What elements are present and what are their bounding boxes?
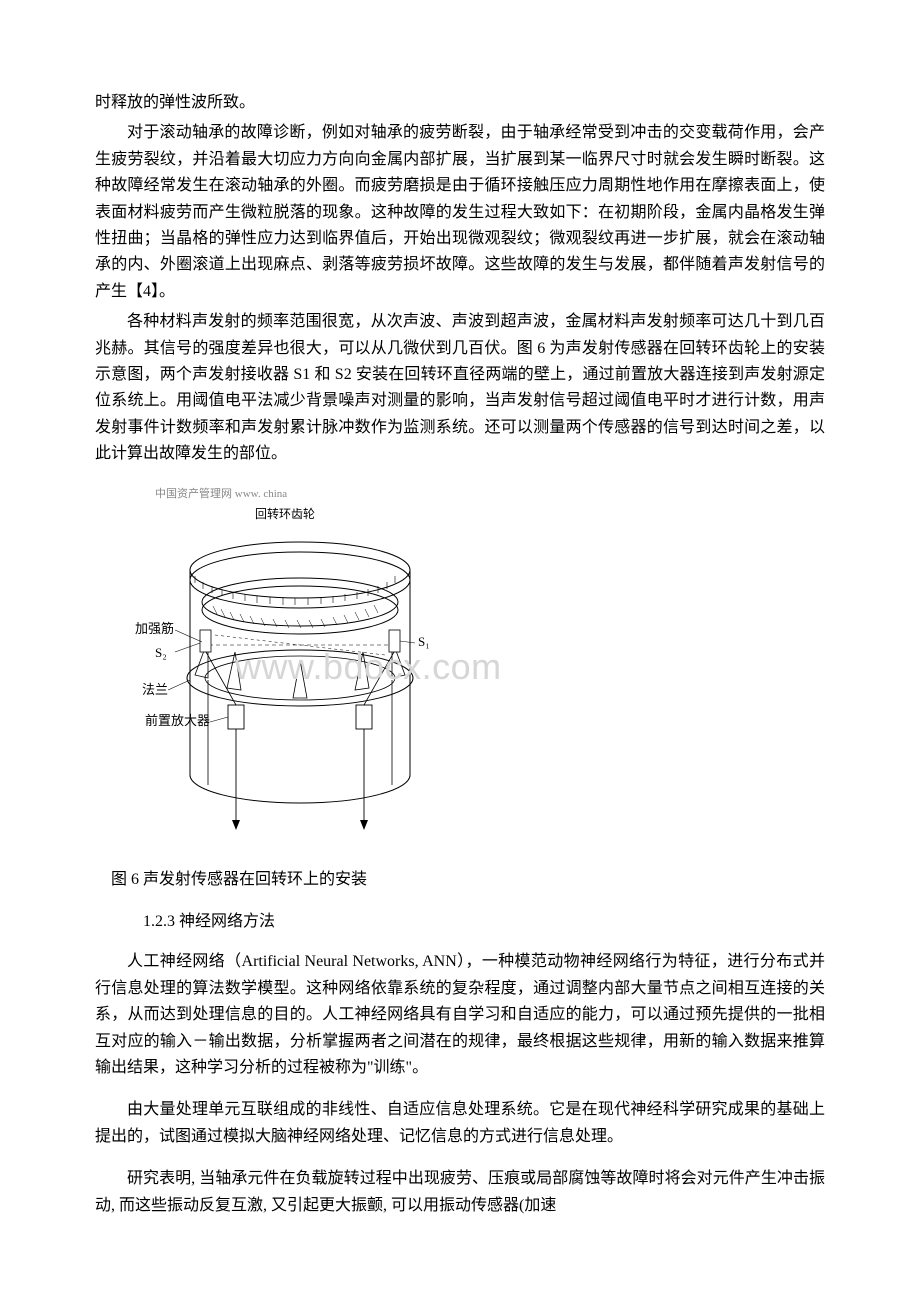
section-heading: 1.2.3 神经网络方法: [95, 907, 825, 931]
paragraph-ann-intro: 人工神经网络（Artificial Neural Networks, ANN），…: [95, 949, 825, 1081]
figure-inner-title: 回转环齿轮: [135, 505, 435, 522]
label-s2: S₂: [155, 645, 167, 660]
paragraph-ae-frequency: 各种材料声发射的频率范围很宽，从次声波、声波到超声波，金属材料声发射频率可达几十…: [95, 309, 825, 467]
figure-svg-container: 加强筋 S₂ S₁ 法兰 前置放大器 www.bdocx.com: [135, 530, 435, 835]
paragraph-nonlinear-system: 由大量处理单元互联组成的非线性、自适应信息处理系统。它是在现代神经科学研究成果的…: [95, 1097, 825, 1150]
paragraph-vibration-research: 研究表明, 当轴承元件在负载旋转过程中出现疲劳、压痕或局部腐蚀等故障时将会对元件…: [95, 1166, 825, 1219]
sensor-installation-diagram: 加强筋 S₂ S₁ 法兰 前置放大器: [135, 530, 435, 835]
figure-caption: 图 6 声发射传感器在回转环上的安装: [95, 865, 825, 889]
label-flange: 法兰: [142, 682, 168, 697]
paragraph-continuation: 时释放的弹性波所致。: [95, 90, 825, 116]
paragraph-bearing-fault: 对于滚动轴承的故障诊断，例如对轴承的疲劳断裂，由于轴承经常受到冲击的交变载荷作用…: [95, 120, 825, 305]
label-s1: S₁: [418, 634, 430, 649]
label-rib: 加强筋: [135, 621, 174, 636]
figure-block: 中国资产管理网 www. china 回转环齿轮: [135, 485, 435, 835]
figure-source-watermark: 中国资产管理网 www. china: [135, 485, 435, 501]
label-preamp: 前置放大器: [145, 713, 210, 728]
